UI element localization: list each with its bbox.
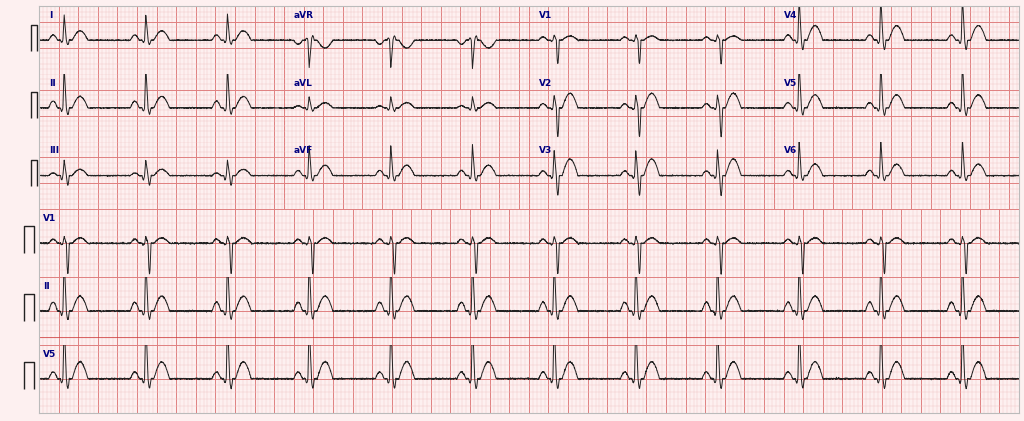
Text: aVF: aVF — [294, 147, 313, 155]
Text: V2: V2 — [539, 79, 552, 88]
Text: V5: V5 — [43, 349, 56, 359]
Text: V1: V1 — [43, 214, 56, 223]
Text: V1: V1 — [539, 11, 552, 20]
Text: aVL: aVL — [294, 79, 312, 88]
Text: II: II — [49, 79, 55, 88]
Text: V6: V6 — [783, 147, 797, 155]
Text: V3: V3 — [539, 147, 552, 155]
Text: II: II — [43, 282, 49, 291]
Text: aVR: aVR — [294, 11, 313, 20]
Text: V5: V5 — [783, 79, 797, 88]
Text: III: III — [49, 147, 58, 155]
Text: V4: V4 — [783, 11, 797, 20]
Text: I: I — [49, 11, 52, 20]
